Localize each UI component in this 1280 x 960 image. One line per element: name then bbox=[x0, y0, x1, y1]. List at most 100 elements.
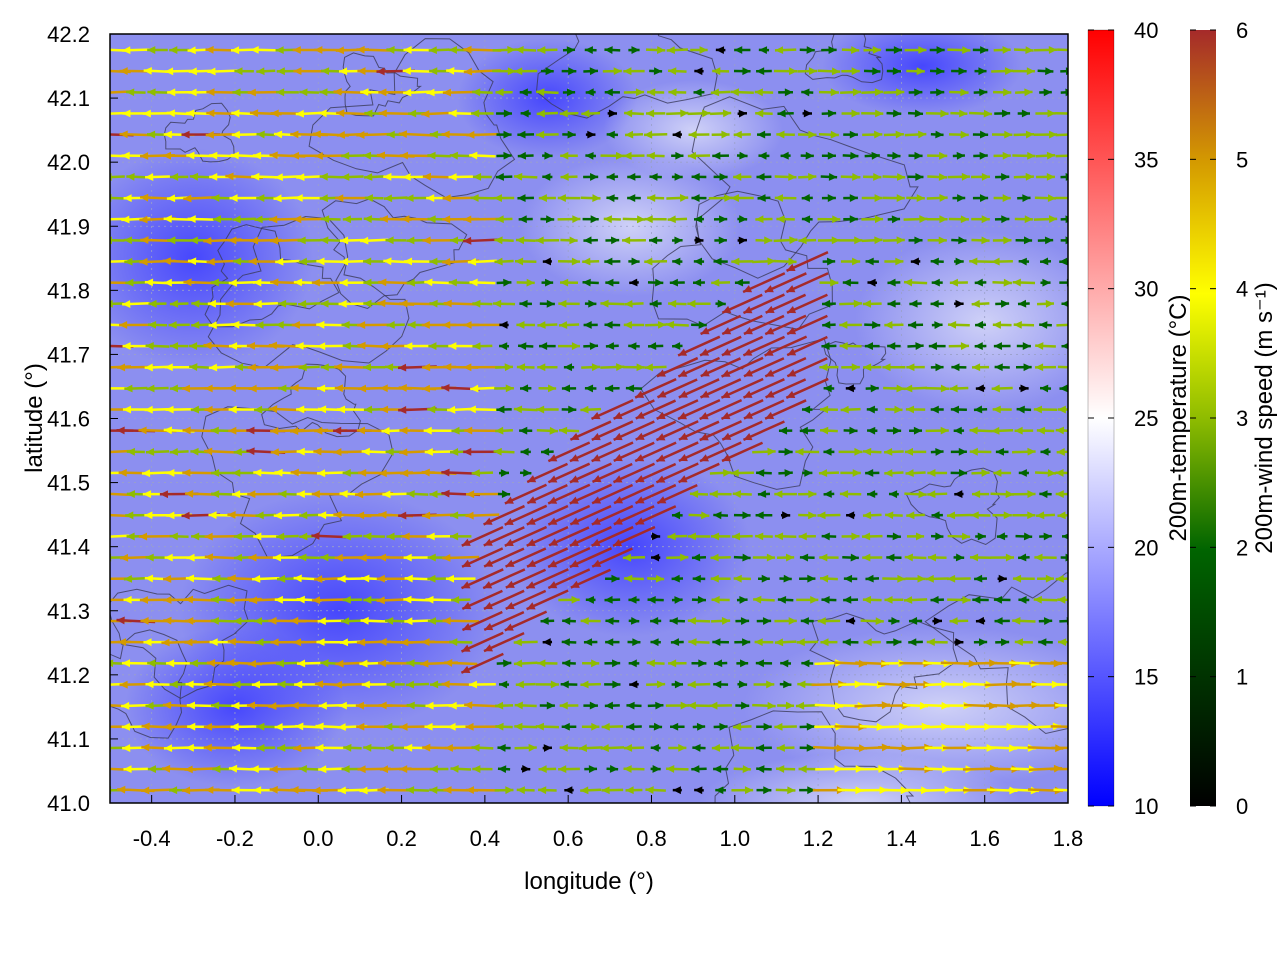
wind-arrow bbox=[743, 314, 785, 336]
wind-arrow bbox=[1015, 363, 1032, 372]
wind-arrow bbox=[600, 744, 625, 752]
wind-arrow bbox=[691, 659, 707, 668]
wind-arrow bbox=[755, 109, 773, 118]
wind-arrow bbox=[110, 659, 124, 668]
wind-arrow bbox=[542, 638, 553, 646]
wind-arrow bbox=[764, 399, 807, 420]
wind-arrow bbox=[666, 46, 688, 55]
wind-arrow bbox=[714, 236, 727, 245]
wind-arrow bbox=[627, 638, 641, 647]
wind-arrow bbox=[1051, 746, 1068, 750]
wind-arrow bbox=[819, 278, 839, 287]
wind-arrow bbox=[538, 384, 557, 393]
wind-arrow bbox=[537, 46, 558, 54]
wind-arrow bbox=[819, 553, 839, 562]
wind-arrow bbox=[1038, 617, 1053, 625]
wind-arrow bbox=[687, 616, 711, 625]
wind-arrow bbox=[780, 151, 791, 160]
wind-arrow bbox=[973, 88, 988, 97]
wind-arrow bbox=[974, 574, 988, 583]
wind-arrow bbox=[930, 88, 945, 97]
wind-arrow bbox=[1055, 574, 1068, 583]
wind-arrow bbox=[821, 109, 837, 118]
wind-arrow bbox=[817, 617, 841, 625]
wind-arrow bbox=[736, 659, 749, 668]
wind-arrow bbox=[444, 744, 477, 752]
wind-arrow bbox=[757, 490, 771, 498]
wind-arrow bbox=[993, 342, 1011, 351]
wind-arrow bbox=[233, 617, 255, 625]
wind-arrow bbox=[677, 356, 721, 378]
wind-arrow bbox=[338, 299, 367, 308]
wind-arrow bbox=[694, 786, 704, 795]
wind-arrow bbox=[184, 765, 218, 774]
wind-arrow bbox=[764, 314, 807, 336]
wind-arrow bbox=[514, 701, 537, 710]
wind-arrow bbox=[1012, 151, 1036, 160]
temperature-blob bbox=[510, 456, 751, 637]
wind-arrow bbox=[907, 342, 924, 350]
wind-arrow bbox=[1053, 788, 1068, 792]
wind-arrow bbox=[448, 109, 473, 118]
wind-arrow bbox=[405, 786, 429, 794]
wind-arrow bbox=[1055, 112, 1068, 115]
wind-arrow bbox=[993, 88, 1012, 97]
wind-arrow bbox=[514, 743, 537, 752]
wind-arrow bbox=[764, 356, 807, 378]
wind-arrow bbox=[996, 532, 1008, 541]
wind-arrow bbox=[623, 88, 645, 97]
colorbar-tick-label: 40 bbox=[1134, 18, 1158, 43]
wind-arrow bbox=[1037, 236, 1054, 245]
wind-arrow bbox=[647, 595, 664, 604]
wind-arrow bbox=[635, 483, 677, 505]
wind-arrow bbox=[764, 335, 808, 357]
wind-arrow bbox=[951, 67, 967, 76]
wind-arrow bbox=[448, 278, 473, 287]
wind-arrow bbox=[715, 299, 726, 308]
wind-arrow bbox=[801, 215, 813, 224]
wind-arrow bbox=[992, 405, 1012, 414]
wind-arrow bbox=[623, 321, 645, 329]
wind-arrow bbox=[169, 299, 189, 308]
colorbar-tick-label: 25 bbox=[1134, 406, 1158, 431]
wind-arrow bbox=[866, 405, 878, 414]
wind-arrow bbox=[952, 194, 966, 202]
wind-arrow bbox=[994, 215, 1010, 224]
wind-arrow bbox=[559, 701, 579, 710]
wind-arrow bbox=[645, 786, 666, 794]
wind-arrow bbox=[713, 680, 729, 689]
wind-arrow bbox=[442, 553, 480, 562]
wind-arrow bbox=[735, 701, 750, 710]
wind-arrow bbox=[1012, 511, 1036, 520]
wind-arrow bbox=[753, 595, 775, 604]
wind-arrow bbox=[210, 701, 234, 710]
wind-arrow bbox=[796, 595, 819, 604]
wind-arrow bbox=[126, 172, 146, 181]
wind-arrow bbox=[1033, 130, 1058, 139]
wind-arrow bbox=[123, 765, 149, 774]
wind-arrow bbox=[765, 293, 807, 314]
wind-arrow bbox=[975, 384, 986, 393]
wind-arrow bbox=[449, 638, 473, 646]
wind-arrow bbox=[843, 574, 858, 583]
wind-arrow bbox=[626, 722, 642, 731]
wind-arrow bbox=[296, 405, 323, 414]
wind-arrow bbox=[469, 278, 496, 287]
wind-arrow bbox=[494, 257, 514, 266]
wind-arrow bbox=[647, 194, 665, 202]
y-tick-label: 41.5 bbox=[47, 471, 90, 496]
wind-arrow bbox=[319, 172, 342, 181]
wind-arrow bbox=[989, 722, 1015, 731]
wind-arrow bbox=[505, 547, 547, 568]
wind-arrow bbox=[820, 172, 838, 181]
wind-arrow bbox=[1017, 299, 1030, 308]
wind-arrow bbox=[253, 468, 279, 477]
wind-arrow bbox=[604, 321, 621, 329]
wind-arrow bbox=[256, 722, 276, 731]
wind-arrow bbox=[951, 236, 967, 245]
wind-arrow bbox=[756, 67, 772, 76]
wind-arrow bbox=[715, 786, 726, 795]
wind-arrow bbox=[994, 363, 1010, 372]
wind-arrow bbox=[1039, 490, 1052, 499]
wind-arrow bbox=[463, 321, 502, 329]
